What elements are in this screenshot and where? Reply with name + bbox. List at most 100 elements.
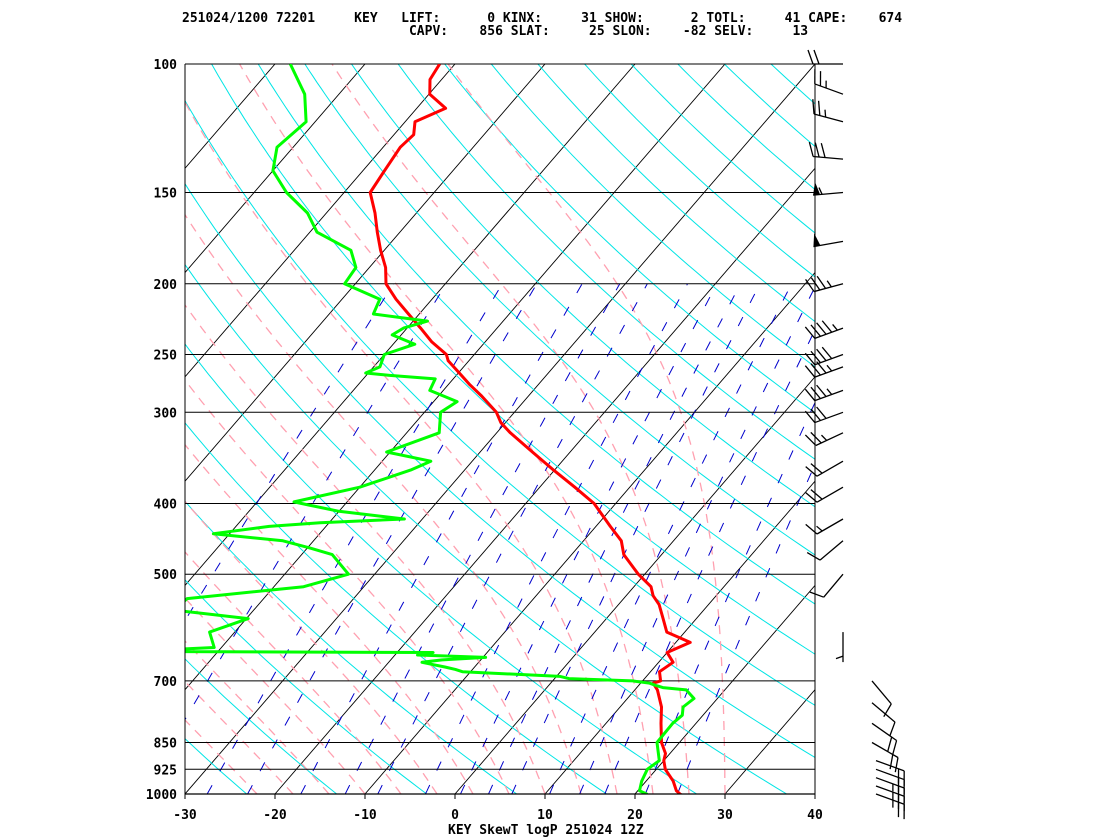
header-line-2: CAPV: 856 SLAT: 25 SLON: -82 SELV: 13 (182, 24, 808, 39)
wind-barb-pennant (813, 233, 821, 247)
mixing-ratio-line (511, 283, 761, 794)
moist-adiabat-line (185, 500, 438, 794)
isotherm-line (185, 64, 546, 482)
pressure-tick-label: 100 (154, 58, 178, 73)
wind-barb-staff (875, 785, 905, 797)
wind-barb-flag (894, 757, 899, 773)
moist-adiabat-line (185, 303, 546, 794)
dry-adiabat-line (185, 500, 517, 794)
wind-barb (804, 406, 844, 424)
wind-barb-flag (806, 552, 821, 561)
wind-barb-flag (817, 100, 821, 116)
wind-barb-half-flag (826, 388, 833, 395)
temperature-tick-label: -20 (263, 808, 287, 823)
dry-adiabat-line (724, 64, 815, 148)
wind-barb-flag (804, 352, 816, 366)
wind-barb-staff (875, 768, 905, 781)
wind-barb-staff (814, 353, 844, 366)
temperature-tick-label: -10 (353, 808, 377, 823)
wind-barb (807, 49, 843, 65)
isotherm-line (724, 689, 815, 794)
dry-adiabat-line (185, 263, 787, 794)
wind-barb (805, 518, 844, 535)
dry-adiabat-line (397, 64, 815, 460)
wind-barb (804, 346, 844, 366)
wind-barb-staff (813, 283, 844, 293)
mixing-ratio-line (579, 285, 815, 794)
dry-adiabat-line (185, 182, 815, 759)
wind-barb-flag (816, 275, 827, 289)
wind-barb-flag (804, 326, 816, 339)
wind-barb-staff (813, 113, 844, 123)
wind-barb-staff (814, 327, 844, 339)
dry-adiabat-line (257, 64, 815, 605)
moist-adiabat-line (185, 597, 366, 794)
wind-barb (804, 320, 844, 339)
wind-barb-flag (804, 365, 816, 378)
wind-barb-half-flag (816, 525, 823, 532)
temperature-tick-label: 10 (537, 808, 553, 823)
dry-adiabat-line (185, 579, 428, 794)
wind-barb-half-flag (892, 783, 894, 792)
wind-barb-half-flag (835, 655, 844, 660)
wind-barb-flag (810, 350, 821, 364)
wind-barb-half-flag (832, 324, 838, 331)
moist-adiabat-line (331, 64, 690, 794)
dry-adiabat-line (444, 64, 815, 414)
wind-barb (806, 540, 844, 561)
wind-barb-staff (871, 722, 897, 742)
isotherm-line (544, 480, 815, 794)
sounding-profiles (185, 64, 696, 794)
wind-barb-flag (805, 278, 815, 292)
dry-adiabat-line (537, 64, 815, 323)
wind-barb-flag (813, 49, 820, 65)
mixing-ratio-line (677, 463, 815, 794)
wind-barb-staff (813, 191, 844, 196)
wind-barb-staff (871, 741, 899, 759)
dry-adiabat-line (677, 64, 815, 191)
wind-barb-half-flag (824, 109, 827, 118)
dry-adiabat-line (304, 64, 815, 556)
dry-adiabat-line (490, 64, 815, 368)
dry-adiabat-line (630, 64, 815, 234)
wind-barb-flag (810, 386, 821, 400)
wind-barb (875, 759, 905, 786)
wind-barb-flag (889, 721, 896, 737)
isotherm-line (0, 64, 95, 794)
wind-barb-staff (871, 680, 892, 705)
mixing-ratio-line (377, 283, 648, 794)
isotherm-line (185, 64, 456, 378)
wind-barb-staff (823, 573, 844, 598)
temperature-tick-label: -30 (173, 808, 197, 823)
dry-adiabat-line (818, 64, 1120, 794)
wind-barb-staff (875, 777, 905, 789)
wind-barb-flag (805, 523, 818, 535)
moist-adiabat-line (447, 64, 726, 794)
wind-barb-flag (821, 320, 833, 333)
dry-adiabat-line (770, 64, 815, 105)
isotherm-line (274, 167, 815, 794)
wind-barb-staff (816, 486, 844, 503)
temperature-tick-label: 0 (451, 808, 459, 823)
wind-barb-flag (883, 703, 892, 718)
mixing-ratio-line (300, 283, 583, 794)
wind-barb (805, 486, 844, 503)
wind-barb-flag (889, 754, 894, 770)
moist-adiabat-line (185, 680, 294, 794)
moist-adiabat-line (239, 64, 654, 794)
wind-barb-flag (903, 770, 905, 786)
pressure-tick-label: 150 (154, 187, 178, 202)
wind-barb-flag (816, 384, 827, 397)
wind-barb (835, 632, 844, 663)
dry-adiabat-line (584, 64, 815, 278)
wind-barb-half-flag (818, 187, 823, 195)
wind-barb (812, 99, 844, 123)
wind-barb (808, 141, 844, 160)
wind-barb-flag (807, 49, 814, 65)
mixing-ratio-line (344, 283, 621, 794)
wind-barb-flag (810, 431, 822, 444)
mixing-ratio-line (424, 283, 688, 794)
wind-barb-flag (819, 71, 822, 86)
